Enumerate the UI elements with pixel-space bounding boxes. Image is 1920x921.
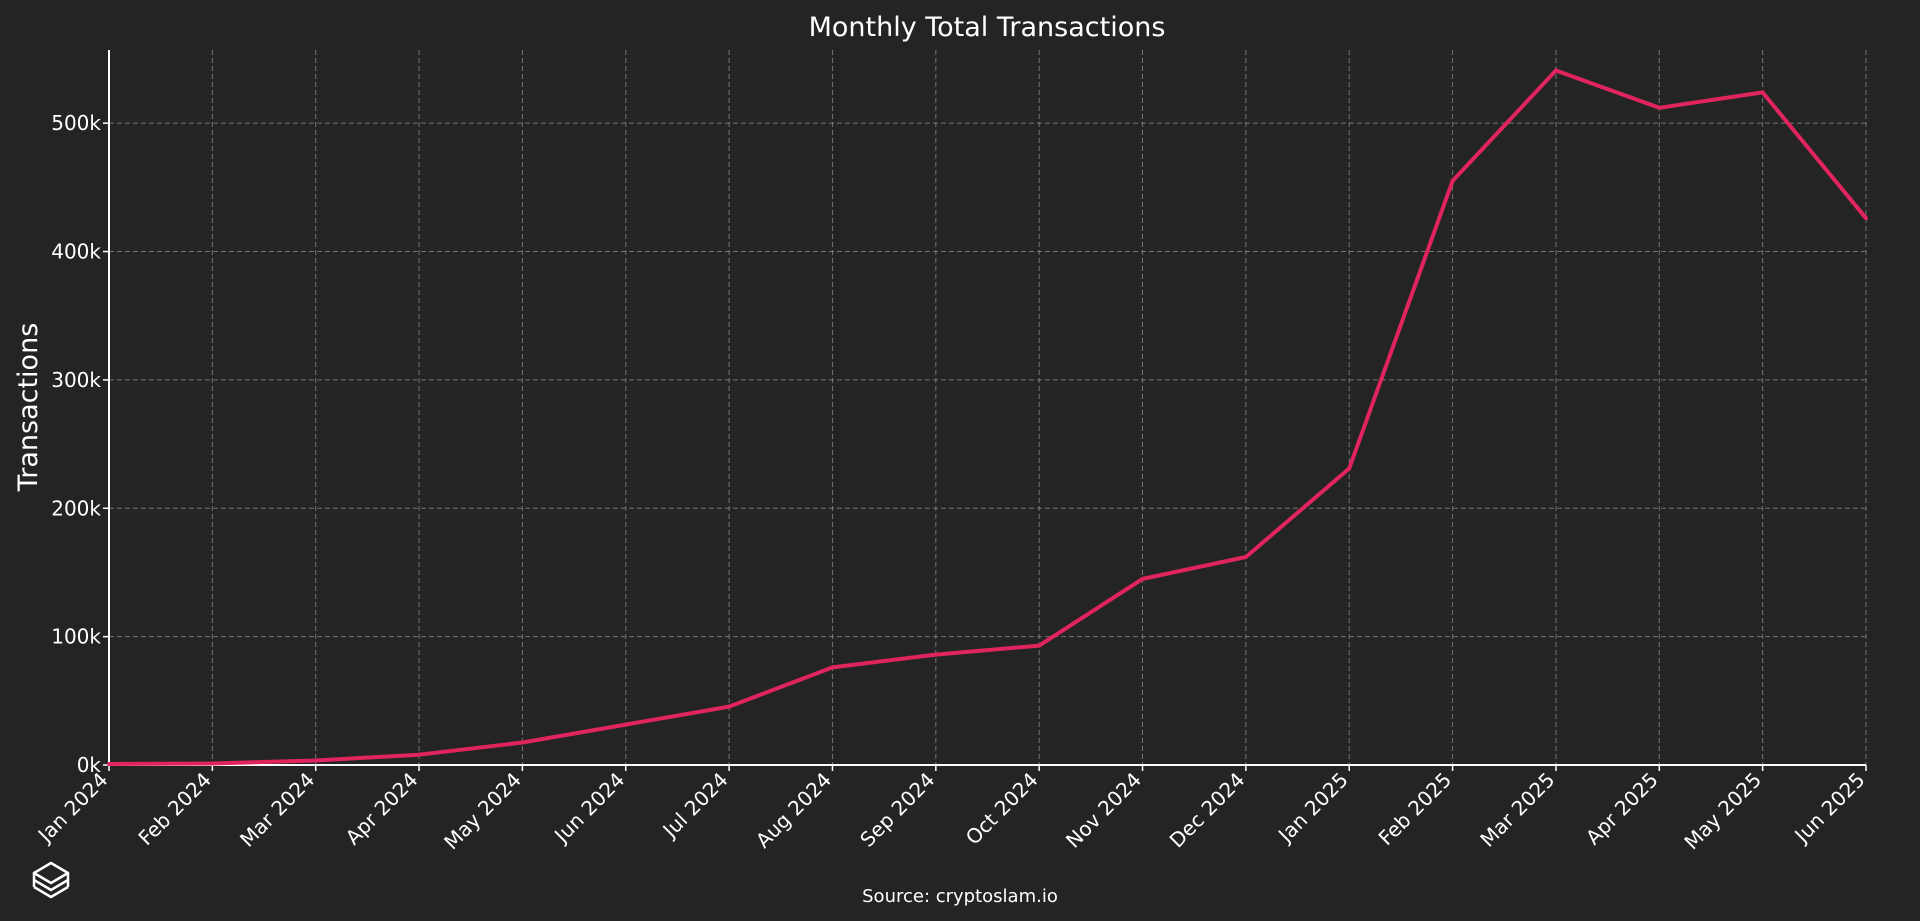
x-tick-label: Mar 2025	[1475, 768, 1559, 852]
x-tick-label: Apr 2024	[341, 768, 423, 850]
y-tick-label: 100k	[51, 625, 101, 649]
data-point	[313, 758, 318, 763]
y-axis-label: Transactions	[13, 323, 44, 493]
x-tick-label: Oct 2024	[961, 768, 1043, 850]
plot-series	[107, 68, 1868, 766]
y-axis: 0k 100k 200k 300k 400k 500k	[51, 50, 110, 777]
x-tick-label: Nov 2024	[1061, 768, 1146, 853]
series-line	[108, 68, 1868, 766]
x-tick-label: Jul 2024	[657, 768, 733, 844]
data-point	[1864, 216, 1868, 221]
y-tick-label: 400k	[51, 240, 101, 264]
x-tick-label: Jan 2025	[1272, 768, 1353, 849]
data-point	[1760, 90, 1765, 95]
x-tick-label: Dec 2024	[1165, 768, 1250, 853]
data-point	[1243, 555, 1248, 560]
data-point	[1553, 68, 1558, 73]
data-point	[1450, 178, 1455, 183]
x-tick-label: Feb 2025	[1374, 768, 1456, 850]
x-tick-label: Feb 2024	[133, 768, 215, 850]
x-tick-label: May 2025	[1679, 768, 1766, 855]
y-tick-label: 300k	[51, 368, 101, 392]
x-tick-label: Jun 2025	[1789, 768, 1870, 849]
x-tick-label: Jan 2024	[32, 768, 113, 849]
x-tick-label: Apr 2025	[1581, 768, 1663, 850]
data-point	[417, 752, 422, 757]
data-point	[1657, 105, 1662, 110]
gridlines	[109, 50, 1867, 765]
data-point	[107, 761, 111, 766]
x-tick-label: Aug 2024	[751, 768, 836, 853]
data-point	[1140, 576, 1145, 581]
x-tick-label: Mar 2024	[235, 768, 319, 852]
x-tick-label: May 2024	[439, 768, 526, 855]
data-point	[623, 722, 628, 727]
data-point	[1037, 643, 1042, 648]
data-point	[210, 761, 215, 766]
x-tick-label: Jun 2024	[548, 768, 629, 849]
x-tick-label: Sep 2024	[855, 768, 939, 852]
data-point	[933, 652, 938, 657]
data-point	[830, 665, 835, 670]
y-tick-label: 500k	[51, 111, 101, 135]
source-note: Source: cryptoslam.io	[862, 886, 1058, 907]
stacked-layers-logo-icon	[32, 861, 70, 899]
y-tick-label: 0k	[77, 753, 102, 777]
data-point	[520, 740, 525, 745]
data-point	[727, 704, 732, 709]
y-tick-label: 200k	[51, 496, 101, 520]
x-axis: Jan 2024 Feb 2024 Mar 2024 Apr 2024 May 2024…	[32, 764, 1870, 855]
chart-title: Monthly Total Transactions	[809, 12, 1166, 43]
data-point	[1347, 466, 1352, 471]
